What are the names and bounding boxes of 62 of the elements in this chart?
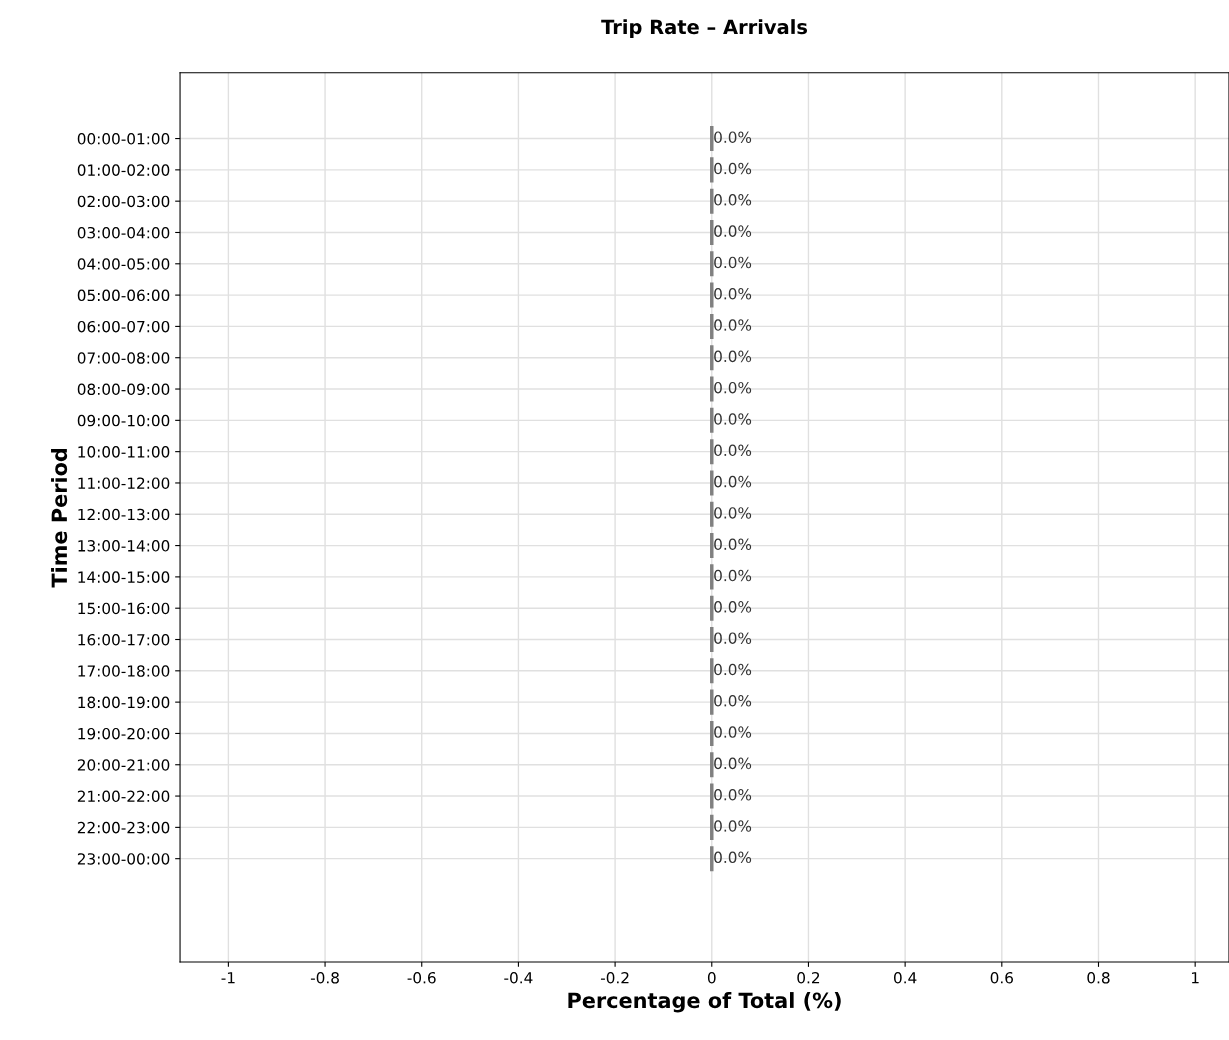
data-label: 0.0% <box>714 663 752 676</box>
data-label: 0.0% <box>714 788 752 801</box>
y-tick-label: 12:00-13:00 <box>78 508 170 521</box>
y-tick-label: 05:00-06:00 <box>77 289 170 302</box>
y-axis-title: Time Period <box>51 448 68 588</box>
y-tick-label: 08:00-09:00 <box>77 383 170 396</box>
data-label: 0.0% <box>714 350 752 363</box>
data-label: 0.0% <box>714 851 752 864</box>
x-tick-label: 0.2 <box>797 971 820 984</box>
y-tick-label: 07:00-08:00 <box>77 352 170 364</box>
y-tick-label: 00:00-01:00 <box>77 133 170 145</box>
x-tick-label: 0 <box>707 971 716 984</box>
y-tick-label: 18:00-19:00 <box>78 696 170 709</box>
data-label: 0.0% <box>714 413 752 425</box>
y-tick-label: 06:00-07:00 <box>77 320 170 333</box>
data-label: 0.0% <box>714 319 752 331</box>
y-tick-label: 23:00-00:00 <box>77 853 170 865</box>
y-tick-label: 10:00-11:00 <box>78 446 170 458</box>
data-label: 0.0% <box>714 820 752 832</box>
data-label: 0.0% <box>714 475 752 488</box>
x-tick-label: -0.8 <box>310 971 339 984</box>
x-tick-label: -1 <box>221 972 235 984</box>
x-tick-label: -0.4 <box>504 971 533 984</box>
x-tick-label: 0.6 <box>990 971 1013 984</box>
y-tick-label: 02:00-03:00 <box>77 195 170 208</box>
data-label: 0.0% <box>714 131 752 143</box>
data-label: 0.0% <box>714 601 752 613</box>
y-tick-label: 09:00-10:00 <box>77 414 170 427</box>
y-tick-label: 15:00-16:00 <box>78 602 170 615</box>
x-tick-label: 0.8 <box>1087 971 1110 984</box>
data-label: 0.0% <box>714 162 752 175</box>
x-tick-label: -0.6 <box>407 971 436 984</box>
y-tick-label: 01:00-02:00 <box>77 164 170 176</box>
y-tick-label: 19:00-20:00 <box>78 727 170 740</box>
y-tick-label: 16:00-17:00 <box>78 633 170 646</box>
x-axis-title: Percentage of Total (%) <box>568 992 841 1013</box>
data-label: 0.0% <box>714 444 752 457</box>
x-tick-label: 1 <box>1191 972 1199 984</box>
data-label: 0.0% <box>714 538 752 551</box>
y-tick-label: 14:00-15:00 <box>78 571 170 583</box>
x-tick-label: 0.4 <box>893 971 917 984</box>
y-tick-label: 20:00-21:00 <box>77 759 170 771</box>
y-tick-label: 04:00-05:00 <box>77 258 170 270</box>
data-label: 0.0% <box>714 507 752 519</box>
data-label: 0.0% <box>714 256 752 269</box>
y-tick-label: 03:00-04:00 <box>77 226 170 239</box>
data-label: 0.0% <box>714 287 752 300</box>
data-label: 0.0% <box>714 381 752 394</box>
chart-title: Trip Rate – Arrivals <box>601 19 808 38</box>
y-tick-label: 13:00-14:00 <box>78 540 170 552</box>
y-tick-label: 17:00-18:00 <box>78 665 170 677</box>
data-label: 0.0% <box>714 569 752 582</box>
data-label: 0.0% <box>714 757 752 770</box>
data-label: 0.0% <box>714 632 752 644</box>
y-tick-label: 22:00-23:00 <box>77 821 170 834</box>
x-tick-label: -0.2 <box>600 971 629 984</box>
data-label: 0.0% <box>714 225 752 237</box>
data-label: 0.0% <box>714 695 752 707</box>
y-tick-label: 21:00-22:00 <box>77 790 170 803</box>
data-label: 0.0% <box>714 726 752 738</box>
data-label: 0.0% <box>714 194 752 206</box>
y-tick-label: 11:00-12:00 <box>78 477 170 489</box>
